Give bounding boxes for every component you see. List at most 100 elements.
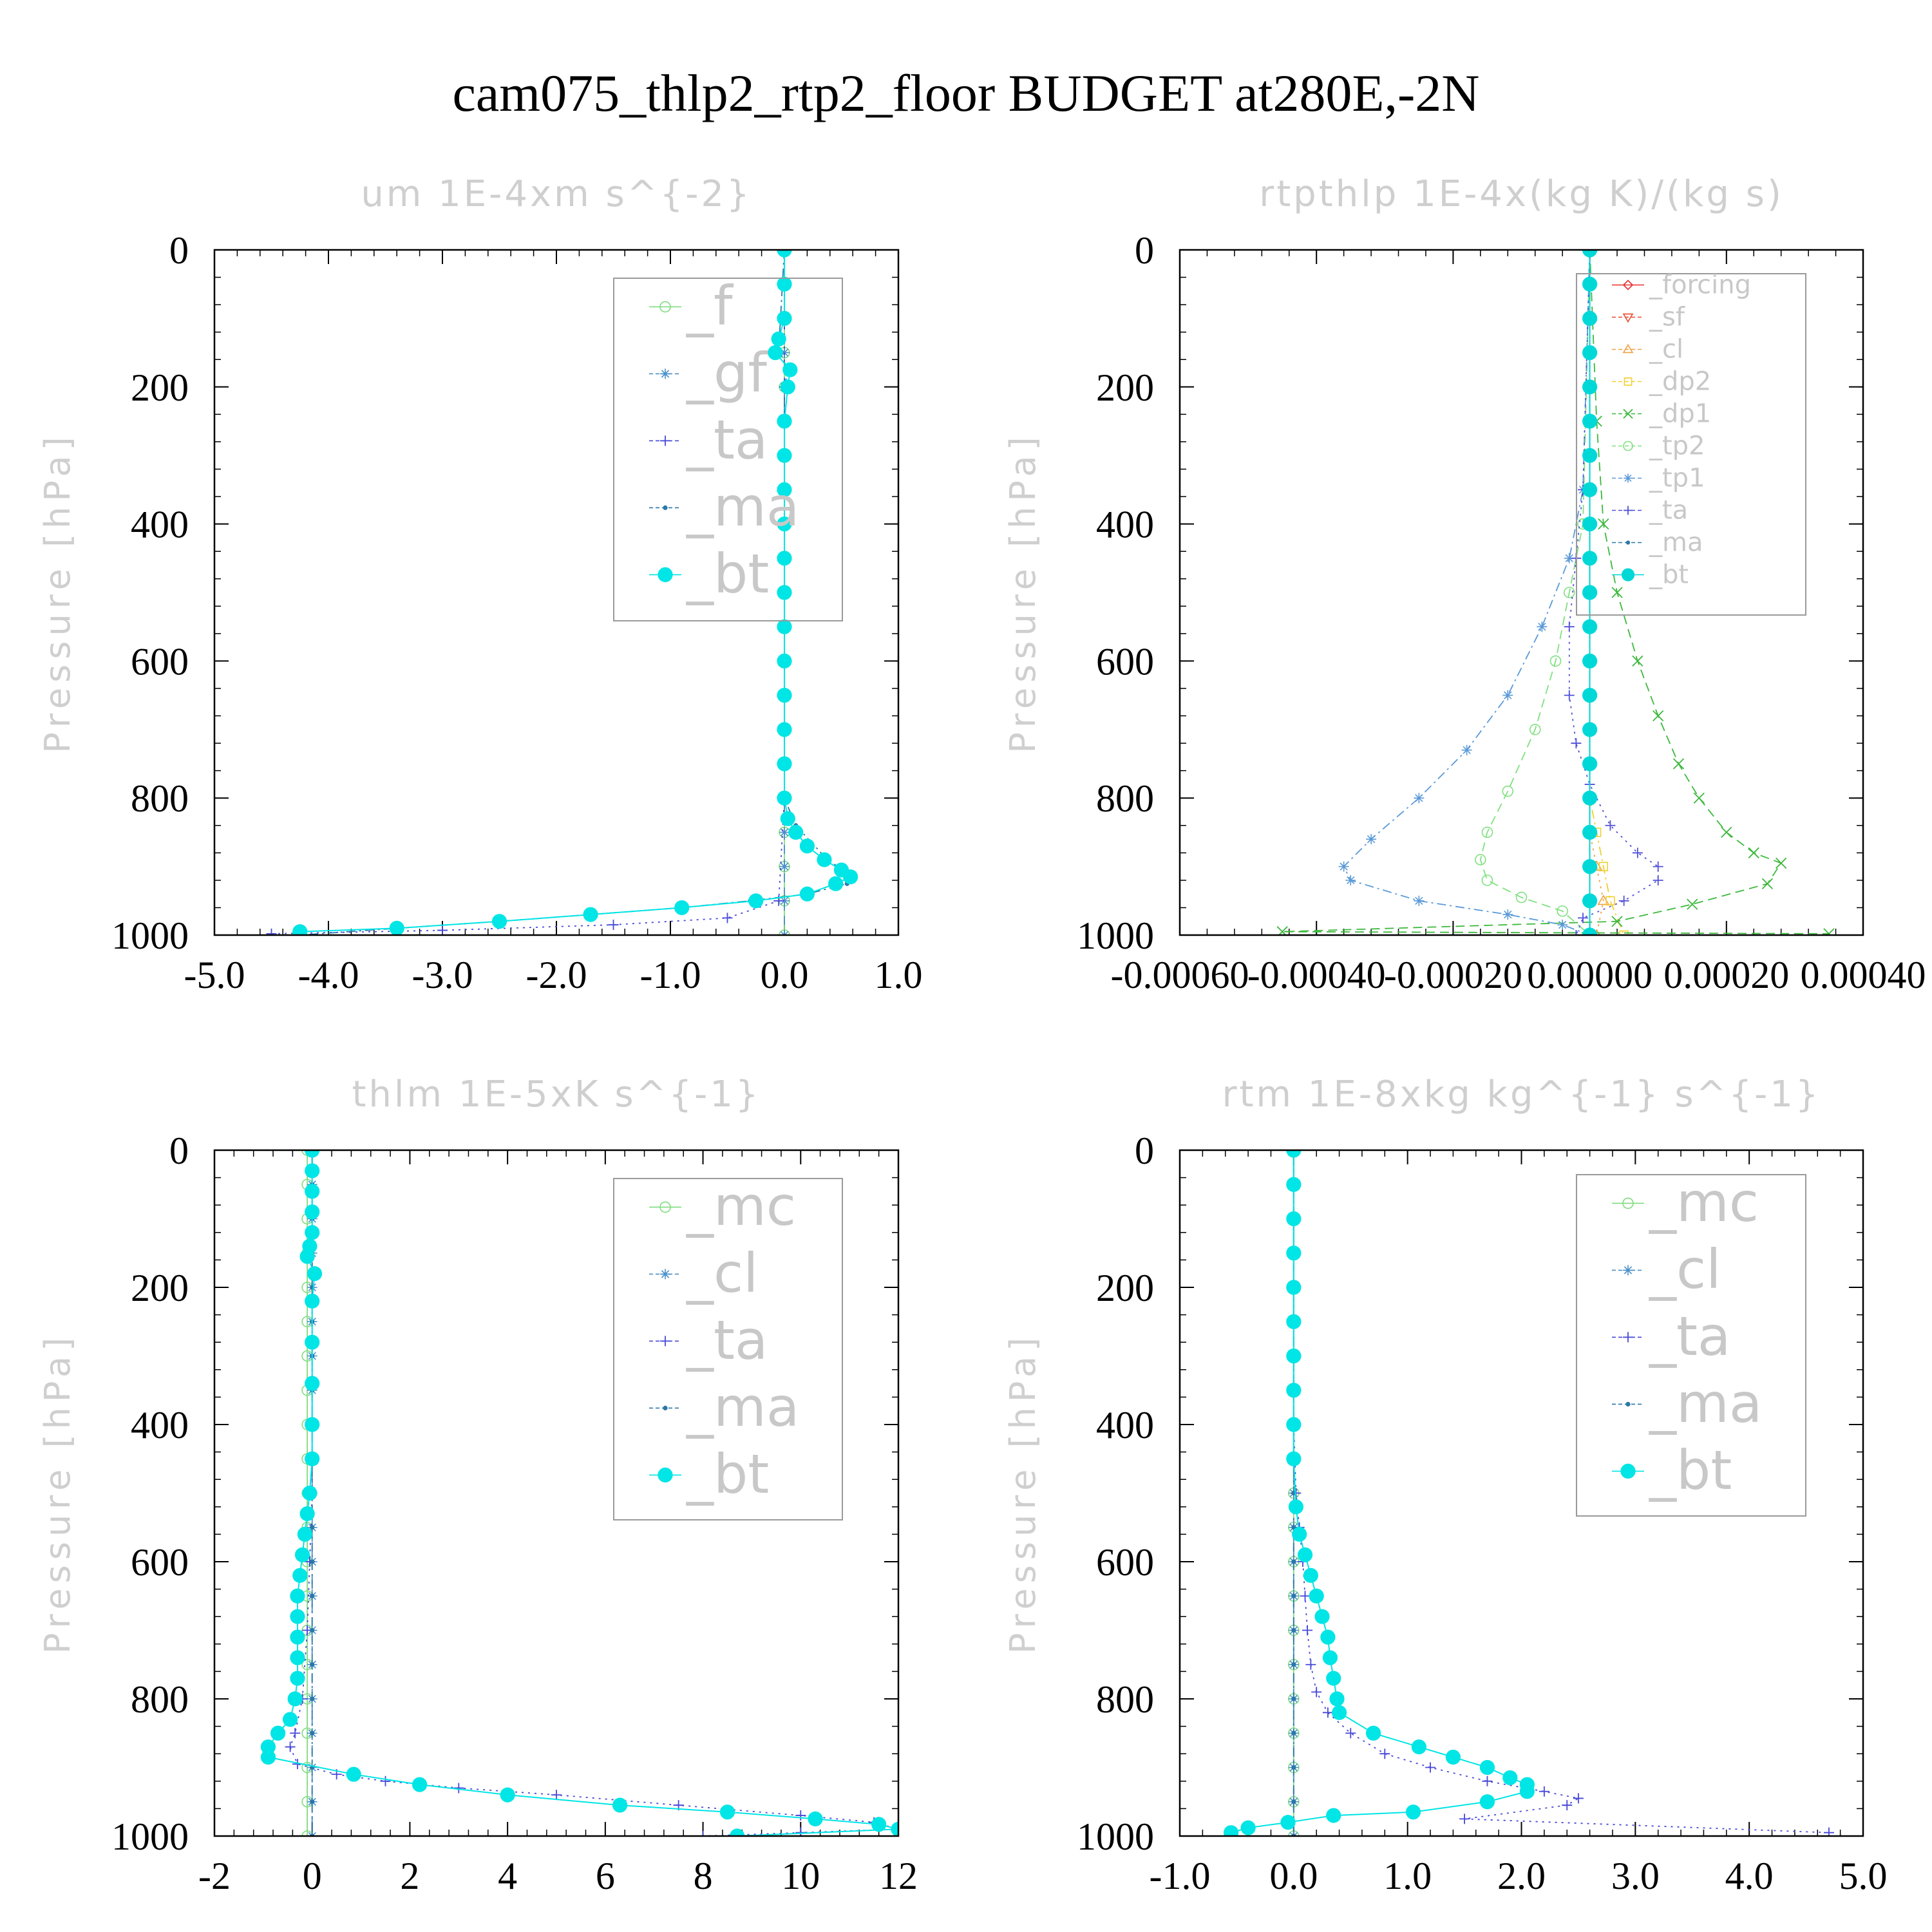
data-point-bt <box>1582 722 1598 737</box>
series-line-ta <box>289 1150 898 1836</box>
y-tick-label: 0 <box>169 1130 189 1172</box>
data-point-bt <box>260 1749 276 1765</box>
data-point-bt <box>777 551 792 566</box>
data-point-tp1 <box>1502 690 1513 701</box>
y-axis-label: Pressure [hPa] <box>37 1332 78 1654</box>
y-tick-label: 400 <box>1096 1404 1154 1446</box>
data-point-bt <box>777 653 792 668</box>
data-point-bt <box>1582 927 1598 935</box>
data-point-dp1 <box>1672 758 1685 770</box>
data-point-ta <box>1302 1625 1313 1636</box>
data-point-ma <box>1291 1730 1296 1736</box>
data-point-bt <box>305 1417 320 1432</box>
data-point-bt <box>1582 585 1598 600</box>
data-point-tp1 <box>1414 793 1425 804</box>
data-point-ta <box>1653 875 1663 886</box>
legend-marker <box>660 435 670 446</box>
data-point-ma <box>310 1559 315 1564</box>
x-tick-label: 3.0 <box>1611 1855 1660 1897</box>
legend-label: _dp1 <box>1649 399 1711 429</box>
data-point-bt <box>1582 379 1598 395</box>
axes-frame <box>213 1149 900 1837</box>
data-point-ta <box>1564 690 1575 701</box>
data-point-ma <box>1291 1559 1296 1564</box>
y-tick-label: 600 <box>131 1541 189 1584</box>
data-point-bt <box>294 1547 310 1562</box>
legend-label: _mc <box>686 1175 796 1238</box>
data-point-bt <box>777 790 792 806</box>
data-point-dp1 <box>1823 928 1835 935</box>
data-point-bt <box>1320 1629 1336 1645</box>
data-point-dp1 <box>1598 518 1609 530</box>
data-point-bt <box>287 1691 303 1707</box>
data-point-ma <box>310 1525 315 1530</box>
data-point-ta <box>1573 1793 1584 1804</box>
data-point-ta <box>1564 621 1575 632</box>
data-point-bt <box>305 1451 320 1466</box>
data-point-ta <box>1571 930 1582 935</box>
data-point-tp1 <box>1502 909 1513 920</box>
data-point-tp2 <box>1563 587 1575 598</box>
data-point-ta <box>1618 895 1629 906</box>
data-point-bt <box>1223 1825 1239 1836</box>
data-point-bt <box>777 276 792 292</box>
data-point-tp1 <box>1414 895 1425 906</box>
data-point-bt <box>305 1225 320 1240</box>
data-point-ma <box>310 1627 315 1633</box>
data-point-ta <box>1300 1591 1311 1602</box>
data-point-ta <box>1605 820 1616 831</box>
data-point-ta <box>1482 1776 1493 1786</box>
y-axis-label: Pressure [hPa] <box>1003 431 1043 753</box>
legend-marker <box>659 301 671 313</box>
x-tick-label: 6 <box>596 1855 615 1897</box>
data-point-bt <box>799 886 815 902</box>
data-point-bt <box>305 1150 320 1158</box>
panel-title: rtm 1E-8xkg kg^{-1} s^{-1} <box>1222 1074 1821 1115</box>
y-tick-label: 200 <box>1096 366 1154 409</box>
y-axis-label: Pressure [hPa] <box>1003 1332 1043 1654</box>
y-tick-label: 1000 <box>111 914 189 957</box>
legend-label: _bt <box>1649 560 1689 590</box>
data-point-tp1 <box>1345 875 1356 886</box>
legend-marker <box>1622 343 1634 354</box>
legend-label: _tp2 <box>1649 431 1705 461</box>
legend-label: _ta <box>1649 496 1688 526</box>
series-line-tp2 <box>1479 250 1591 935</box>
y-tick-label: 0 <box>1135 229 1154 272</box>
data-point-bt <box>828 876 844 891</box>
data-point-bt <box>1286 1211 1302 1227</box>
data-point-tp1 <box>1338 861 1349 872</box>
data-point-ma <box>1291 1696 1296 1701</box>
data-point-bt <box>1405 1804 1421 1820</box>
data-point-tp1 <box>1461 744 1472 755</box>
data-point-bt <box>1286 1383 1302 1398</box>
y-tick-label: 800 <box>131 1678 189 1721</box>
data-point-bt <box>777 413 792 429</box>
data-point-dp1 <box>1611 916 1623 927</box>
data-point-ta <box>1823 1827 1834 1836</box>
legend-label: _forcing <box>1649 270 1751 300</box>
data-point-ta <box>1322 1707 1333 1718</box>
y-tick-label: 0 <box>1135 1130 1154 1172</box>
data-point-bt <box>290 1671 305 1686</box>
data-point-bt <box>1582 688 1598 703</box>
legend: _mc_cl_ta_ma_bt <box>613 1175 843 1520</box>
data-point-bt <box>1329 1691 1345 1707</box>
legend-marker <box>1622 313 1634 323</box>
x-tick-label: -2 <box>198 1855 231 1897</box>
data-point-ta <box>1539 1786 1549 1797</box>
data-point-bt <box>307 1266 323 1282</box>
x-tick-label: 10 <box>781 1855 820 1897</box>
x-tick-label: -3.0 <box>412 954 473 996</box>
x-tick-label: 1.0 <box>875 954 923 996</box>
data-point-bt <box>1582 448 1598 463</box>
chart-panel-1: um 1E-4xm s^{-2} Pressure [hPa] -5.0 -4.0 -3… <box>37 173 923 996</box>
x-tick-label: -4.0 <box>298 954 359 996</box>
figure-title: cam075_thlp2_rtp2_floor BUDGET at280E,-2… <box>453 64 1480 122</box>
data-point-bt <box>282 1712 298 1727</box>
data-point-bt <box>730 1828 745 1836</box>
data-point-bt <box>1303 1567 1318 1583</box>
x-tick-label: 5.0 <box>1839 1855 1888 1897</box>
data-point-tp1 <box>1557 920 1568 931</box>
